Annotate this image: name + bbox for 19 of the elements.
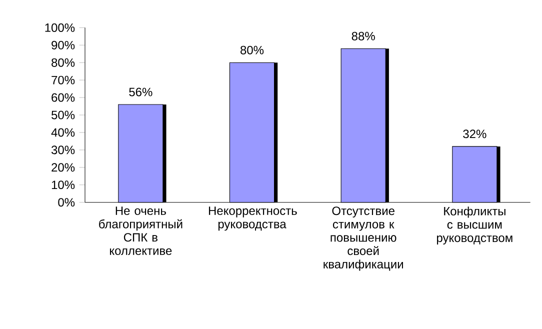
data-label: 80% bbox=[240, 46, 264, 54]
y-tick-label: 70% bbox=[52, 76, 75, 84]
y-tick-label: 100% bbox=[45, 23, 75, 32]
data-label: 32% bbox=[463, 130, 486, 138]
y-tick-label: 90% bbox=[52, 40, 75, 50]
y-tick-label: 0% bbox=[58, 198, 75, 207]
y-tick-label: 10% bbox=[52, 180, 75, 190]
x-tick-label: Конфликты с высшим руководством bbox=[436, 206, 512, 244]
y-tick-label: 30% bbox=[51, 146, 75, 154]
data-label: 88% bbox=[352, 32, 375, 40]
data-label: 56% bbox=[129, 88, 152, 96]
x-tick-label: Некорректность руководства bbox=[208, 206, 297, 231]
y-tick-label: 80% bbox=[52, 58, 75, 67]
y-tick-label: 60% bbox=[52, 93, 75, 102]
y-tick-label: 40% bbox=[51, 128, 75, 137]
x-tick-label: Отсутствие стимулов к повышению своей квалификации bbox=[324, 206, 403, 271]
y-tick-label: 20% bbox=[52, 163, 75, 172]
x-tick-label: Не очень благоприятный СПК в коллективе bbox=[99, 206, 182, 255]
y-tick-label: 50% bbox=[52, 110, 75, 120]
